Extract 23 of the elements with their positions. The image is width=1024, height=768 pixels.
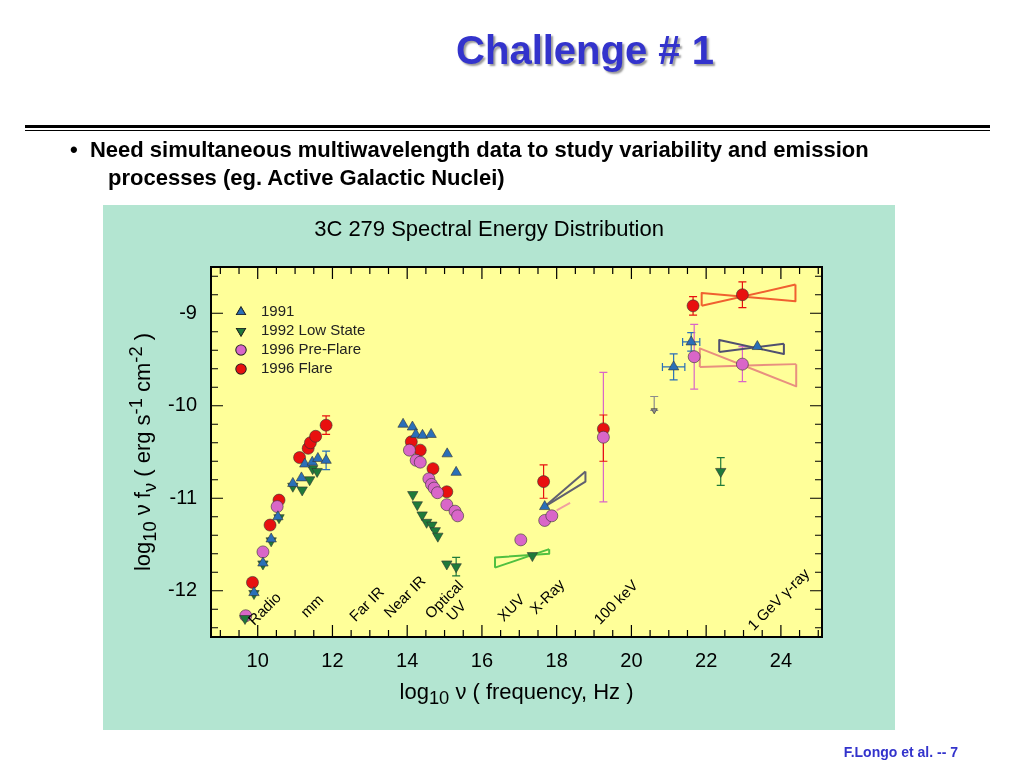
x-tick-label: 24 bbox=[769, 648, 793, 671]
annotation: mm bbox=[296, 590, 327, 621]
annotation: 100 keV bbox=[590, 576, 641, 628]
x-axis-title: log$_{10}$ ν ( frequency, Hz ) bbox=[398, 679, 635, 710]
x-tick-label: 22 bbox=[695, 648, 718, 671]
x-tick-label: 20 bbox=[620, 648, 643, 671]
y-tick-label: -11 bbox=[169, 485, 197, 508]
x-tick-label: 18 bbox=[545, 648, 568, 671]
x-tick-label: 12 bbox=[321, 648, 344, 671]
x-tick-label: 10 bbox=[246, 648, 269, 671]
legend-label: 1991 bbox=[261, 302, 295, 320]
chart-title: 3C 279 Spectral Energy Distribution bbox=[314, 216, 664, 242]
text: F.Longo et al. -- 7 bbox=[843, 744, 958, 760]
legend-label: 1996 Flare bbox=[261, 359, 333, 377]
text: • Need simultaneous multiwavelength data to study variability and emission processes (eg. Active Galactic Nuclei) bbox=[70, 136, 870, 192]
y-tick-label: -12 bbox=[168, 578, 197, 601]
legend-label: 1996 Pre-Flare bbox=[261, 340, 362, 358]
legend-label: 1992 Low State bbox=[261, 321, 366, 339]
x-tick-label: 14 bbox=[396, 648, 419, 671]
x-tick-label: 16 bbox=[470, 648, 494, 671]
y-tick-label: -9 bbox=[179, 300, 197, 323]
y-tick-label: -10 bbox=[168, 393, 197, 416]
text: Challenge # 1 bbox=[455, 28, 715, 73]
